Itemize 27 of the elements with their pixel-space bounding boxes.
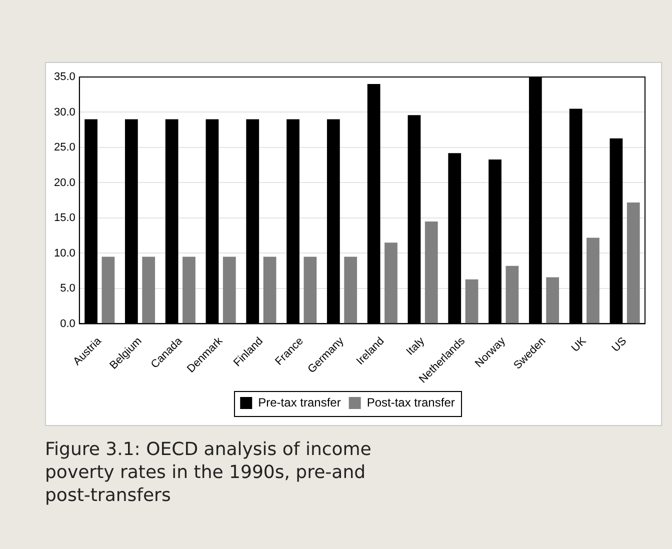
bar [586, 238, 600, 324]
y-tick-label: 30.0 [54, 106, 76, 118]
bar [465, 279, 478, 324]
bar [424, 222, 438, 324]
bar [263, 256, 276, 324]
y-tick-label: 0.0 [60, 318, 76, 330]
y-tick-label: 15.0 [54, 212, 76, 224]
y-tick-label: 10.0 [54, 247, 76, 260]
bar [506, 266, 519, 324]
x-tick-label: UK [569, 334, 590, 354]
legend-label: Post-tax transfer [366, 395, 455, 410]
bar [142, 256, 156, 324]
bar [626, 202, 640, 324]
y-tick-label: 20.0 [54, 176, 76, 189]
bar [344, 256, 358, 324]
bar [222, 256, 236, 324]
bar [102, 256, 115, 324]
caption: Figure 3.1: OECD analysis of income poverty rates in the 1990s, pre-and post-transfers [45, 438, 372, 507]
y-tick-label: 5.0 [60, 282, 76, 295]
y-tick-label: 35.0 [54, 71, 76, 84]
bar [546, 277, 560, 324]
bar [182, 256, 196, 324]
x-tick-label: US [610, 335, 630, 354]
legend-label: Pre-tax transfer [258, 395, 341, 410]
y-tick-label: 25.0 [54, 142, 76, 154]
bar [384, 242, 398, 324]
bar [304, 256, 317, 324]
